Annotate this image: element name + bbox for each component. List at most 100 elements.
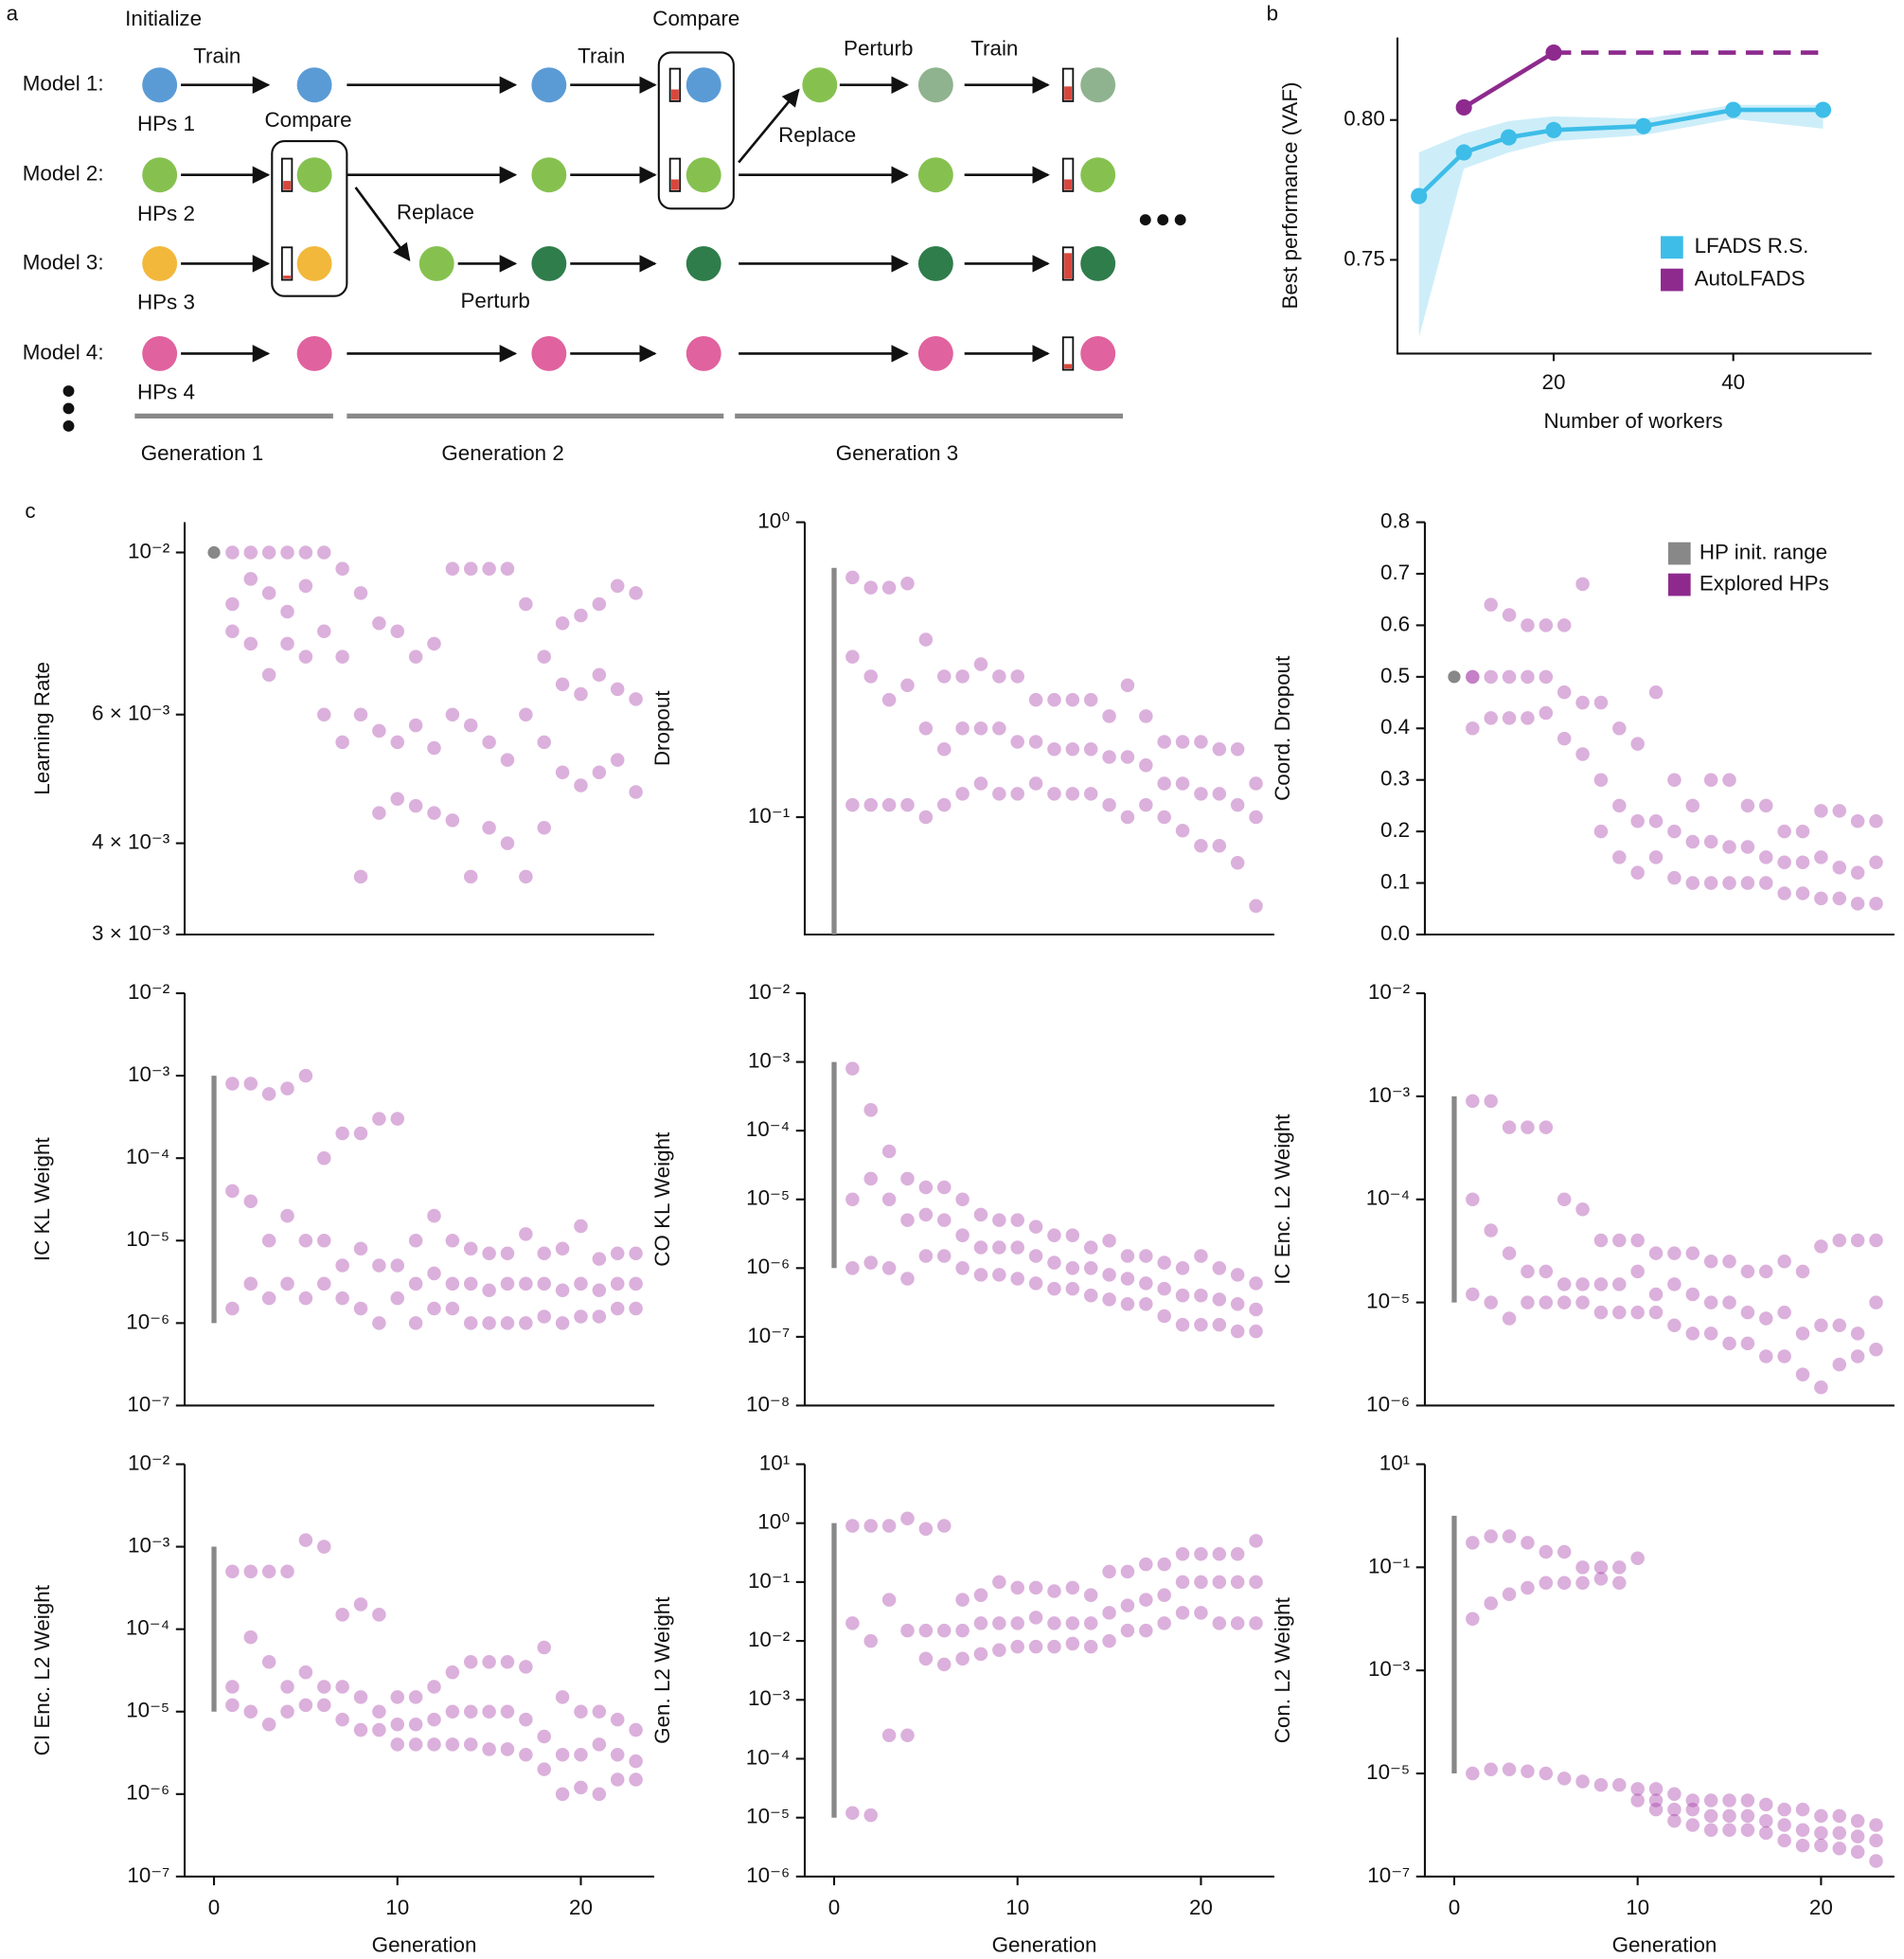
point	[1484, 669, 1498, 685]
point	[881, 1593, 897, 1607]
point	[555, 1748, 570, 1762]
point	[298, 1533, 313, 1547]
point	[936, 669, 952, 684]
point	[1612, 721, 1627, 736]
point	[1777, 855, 1791, 870]
point	[1010, 787, 1024, 801]
point	[390, 1690, 405, 1704]
y-tick-label: 10⁻⁴	[746, 1745, 790, 1769]
performance-gauge	[1061, 67, 1075, 102]
point	[629, 1301, 643, 1316]
point	[1722, 1823, 1736, 1838]
point	[317, 1234, 331, 1248]
point	[1648, 1802, 1664, 1817]
point	[1010, 735, 1024, 749]
point	[1175, 1575, 1190, 1590]
point	[629, 1276, 643, 1291]
point	[225, 1077, 240, 1091]
point	[992, 721, 1006, 736]
point	[574, 1748, 588, 1762]
point	[1249, 1616, 1263, 1630]
point	[500, 561, 515, 576]
point	[1120, 1598, 1135, 1612]
point	[1545, 44, 1562, 62]
point	[372, 1722, 386, 1737]
point	[1047, 742, 1061, 757]
legend-label: LFADS R.S.	[1695, 234, 1809, 258]
init-point	[207, 545, 221, 560]
point	[1795, 1823, 1810, 1838]
point	[973, 1268, 988, 1282]
point	[1083, 1616, 1098, 1630]
y-tick-label: 10⁻⁶	[126, 1309, 169, 1333]
model-node	[917, 245, 953, 281]
point	[1557, 685, 1572, 700]
train-label: Train	[578, 45, 625, 68]
point	[1501, 129, 1518, 146]
point	[1722, 840, 1736, 854]
x-tick-label: 20	[1809, 1896, 1833, 1919]
point	[1557, 1576, 1572, 1590]
point	[317, 1276, 331, 1291]
point	[1249, 810, 1263, 825]
y-axis-label: Coord. Dropout	[1271, 655, 1294, 801]
point	[1047, 787, 1061, 801]
point	[1139, 1296, 1153, 1311]
point	[1411, 187, 1428, 205]
point	[1593, 1233, 1609, 1248]
point	[1455, 144, 1472, 161]
axis-line	[803, 993, 1274, 1407]
point	[372, 1608, 386, 1622]
legend-swatch	[1661, 236, 1683, 259]
point	[1502, 1120, 1517, 1134]
point	[519, 707, 533, 721]
point	[555, 1283, 570, 1297]
point	[592, 668, 607, 683]
point	[1575, 695, 1590, 710]
point	[1065, 742, 1080, 757]
point	[1139, 1249, 1153, 1263]
axis-line	[803, 522, 1274, 936]
replace-label: Replace	[397, 201, 474, 224]
label: Initialize	[125, 7, 202, 30]
point	[1484, 711, 1498, 725]
point	[1685, 1327, 1700, 1341]
point	[317, 545, 331, 560]
point	[918, 1180, 934, 1195]
point	[1194, 838, 1208, 853]
point	[1175, 735, 1190, 749]
point	[629, 1246, 643, 1261]
y-tick-label: 10⁻¹	[748, 1569, 790, 1593]
point	[1139, 1276, 1153, 1291]
point	[280, 604, 294, 619]
point	[936, 1249, 952, 1263]
point	[408, 1737, 423, 1752]
point	[519, 1227, 533, 1241]
y-tick-label: 10⁻⁵	[746, 1805, 790, 1828]
point	[1157, 810, 1171, 825]
y-tick-label: 10⁻⁵	[1366, 1760, 1410, 1784]
point	[973, 1240, 988, 1255]
point	[225, 597, 240, 612]
point	[243, 1564, 258, 1579]
point	[427, 806, 441, 820]
point	[1083, 1240, 1098, 1255]
y-tick-label: 0.5	[1380, 664, 1410, 687]
point	[1557, 618, 1572, 632]
point	[1850, 897, 1865, 911]
compare-label: Compare	[652, 7, 739, 30]
point	[463, 869, 478, 884]
point	[574, 1780, 588, 1795]
point	[463, 1704, 478, 1719]
performance-fill	[670, 89, 679, 100]
x-tick-label: 20	[569, 1896, 593, 1919]
point	[1814, 804, 1828, 818]
y-tick-label: 10⁻⁵	[126, 1227, 169, 1251]
point	[610, 1301, 625, 1316]
point	[390, 792, 405, 807]
point	[1667, 1318, 1682, 1333]
hps-label: HPs 4	[137, 381, 195, 404]
point	[1521, 1264, 1535, 1279]
point	[1759, 1264, 1773, 1279]
model-node	[142, 245, 178, 281]
